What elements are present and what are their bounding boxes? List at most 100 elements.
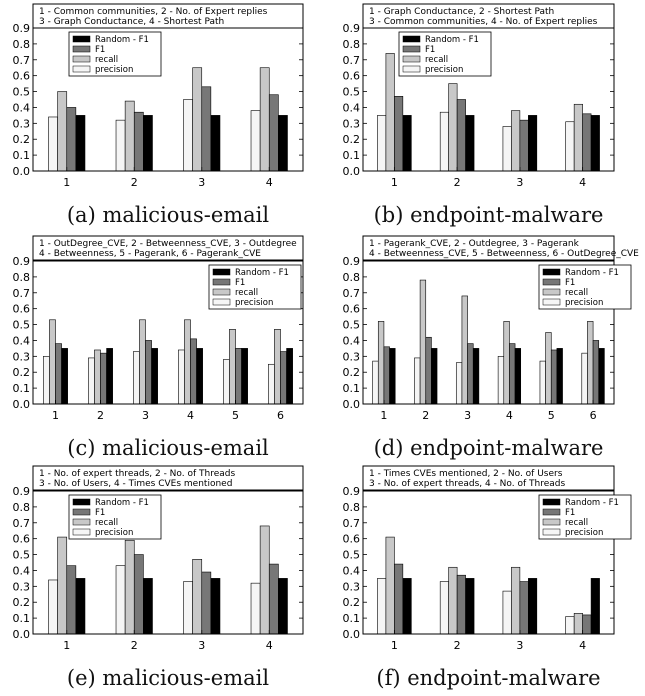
- x-tick-label: 3: [516, 639, 523, 652]
- bar-recall-3: [511, 110, 521, 172]
- legend-swatch-f1: [212, 278, 231, 286]
- annotation-box: [362, 465, 615, 491]
- y-tick-label: 0.8: [13, 271, 31, 284]
- bar-f1-3: [201, 571, 212, 635]
- y-tick-label: 0.5: [13, 549, 31, 562]
- legend-swatch-f1: [402, 45, 421, 53]
- x-tick-label: 3: [464, 409, 471, 422]
- bar-random-f1-5: [241, 348, 248, 405]
- y-tick-label: 0.6: [13, 303, 31, 316]
- legend-label: precision: [565, 298, 603, 308]
- x-tick-label: 4: [579, 639, 586, 652]
- x-tick-label: 1: [391, 639, 398, 652]
- bar-f1-2: [456, 574, 466, 635]
- legend-label: recall: [95, 55, 118, 65]
- annotation-line: 1 - Times CVEs mentioned, 2 - No. of Use…: [369, 469, 563, 479]
- y-tick-label: 0.0: [13, 165, 31, 178]
- bar-f1-3: [519, 581, 529, 635]
- bar-f1-5: [235, 348, 242, 405]
- bar-precision-1: [377, 578, 387, 635]
- y-tick-label: 0.6: [343, 533, 361, 546]
- y-tick-label: 0.6: [343, 70, 361, 83]
- legend-swatch-random: [72, 498, 91, 506]
- y-tick-label: 0.1: [343, 382, 361, 395]
- bar-recall-4: [573, 613, 583, 635]
- y-tick-label: 0.5: [13, 319, 31, 332]
- legend-swatch-random: [542, 498, 561, 506]
- bar-recall-4: [259, 525, 270, 635]
- x-tick-label: 2: [454, 176, 461, 189]
- bar-recall-2: [94, 349, 101, 405]
- bar-f1-1: [394, 96, 404, 172]
- x-tick-label: 5: [548, 409, 555, 422]
- bar-recall-3: [461, 295, 468, 405]
- bar-random-f1-1: [389, 348, 396, 405]
- legend-swatch-recall: [212, 288, 231, 296]
- y-tick-label: 0.7: [343, 54, 361, 67]
- bar-random-f1-2: [431, 348, 438, 405]
- bar-recall-6: [274, 329, 281, 405]
- bar-precision-2: [414, 357, 421, 405]
- legend-swatch-recall: [72, 55, 91, 63]
- bar-recall-1: [57, 536, 68, 635]
- y-tick-label: 0.2: [13, 596, 31, 609]
- legend-swatch-recall: [542, 518, 561, 526]
- bar-recall-5: [545, 332, 552, 405]
- bar-random-f1-3: [528, 115, 538, 172]
- bar-random-f1-4: [278, 115, 288, 172]
- bar-recall-1: [385, 53, 395, 172]
- chart-panel-4: 0.0 0.1 0.2 0.3 0.4 0.5 0.6 0.7 0.8 0.9 1 2 3 4 5 6 1 - …: [343, 235, 639, 460]
- bar-precision-2: [115, 565, 126, 635]
- panel-caption: (d) endpoint-malware: [374, 436, 604, 460]
- legend-label: precision: [235, 298, 273, 308]
- bar-precision-1: [377, 115, 387, 172]
- y-tick-label: 0.7: [13, 517, 31, 530]
- annotation-box: [32, 3, 304, 29]
- bar-random-f1-4: [590, 115, 600, 172]
- annotation-line: 1 - Pagerank_CVE, 2 - Outdegree, 3 - Pag…: [369, 239, 580, 249]
- y-tick-label: 0.0: [343, 628, 361, 641]
- y-tick-label: 0.5: [13, 86, 31, 99]
- y-tick-label: 0.9: [13, 485, 31, 498]
- y-tick-label: 0.1: [13, 382, 31, 395]
- legend-label: precision: [565, 528, 603, 538]
- legend-swatch-f1: [72, 45, 91, 53]
- panel-caption: (a) malicious-email: [67, 203, 270, 227]
- bar-precision-1: [43, 356, 50, 405]
- y-tick-label: 0.1: [343, 149, 361, 162]
- annotation-line: 1 - Common communities, 2 - No. of Exper…: [39, 7, 268, 17]
- y-tick-label: 0.5: [343, 86, 361, 99]
- y-tick-label: 0.3: [343, 350, 361, 363]
- x-tick-label: 2: [97, 409, 104, 422]
- bar-f1-4: [582, 113, 592, 172]
- y-tick-label: 0.7: [13, 287, 31, 300]
- y-tick-label: 0.1: [13, 149, 31, 162]
- legend-label: recall: [235, 288, 258, 298]
- bar-precision-4: [497, 356, 505, 405]
- bar-f1-3: [145, 340, 152, 405]
- bar-recall-4: [259, 67, 270, 172]
- bar-random-f1-2: [143, 115, 153, 172]
- bar-precision-4: [178, 349, 185, 405]
- bar-f1-3: [519, 119, 529, 172]
- bar-recall-1: [385, 536, 395, 635]
- legend-label: Random - F1: [565, 268, 619, 278]
- legend-label: F1: [95, 45, 105, 55]
- legend-swatch-precision: [542, 528, 561, 536]
- bar-random-f1-4: [278, 578, 288, 635]
- annotation-line: 4 - Betweenness_CVE, 5 - Betweenness, 6 …: [369, 249, 639, 259]
- legend-label: recall: [565, 518, 588, 528]
- y-tick-label: 0.3: [13, 117, 31, 130]
- bar-random-f1-3: [210, 578, 221, 635]
- y-tick-label: 0.3: [343, 117, 361, 130]
- x-tick-label: 1: [63, 639, 70, 652]
- bar-random-f1-5: [556, 348, 563, 405]
- legend-swatch-recall: [542, 288, 561, 296]
- legend-swatch-recall: [72, 518, 91, 526]
- legend-swatch-f1: [72, 508, 91, 516]
- legend-label: recall: [95, 518, 118, 528]
- bar-random-f1-6: [598, 348, 605, 405]
- y-tick-label: 0.3: [13, 350, 31, 363]
- x-tick-label: 4: [579, 176, 586, 189]
- plot-frame: [32, 490, 304, 635]
